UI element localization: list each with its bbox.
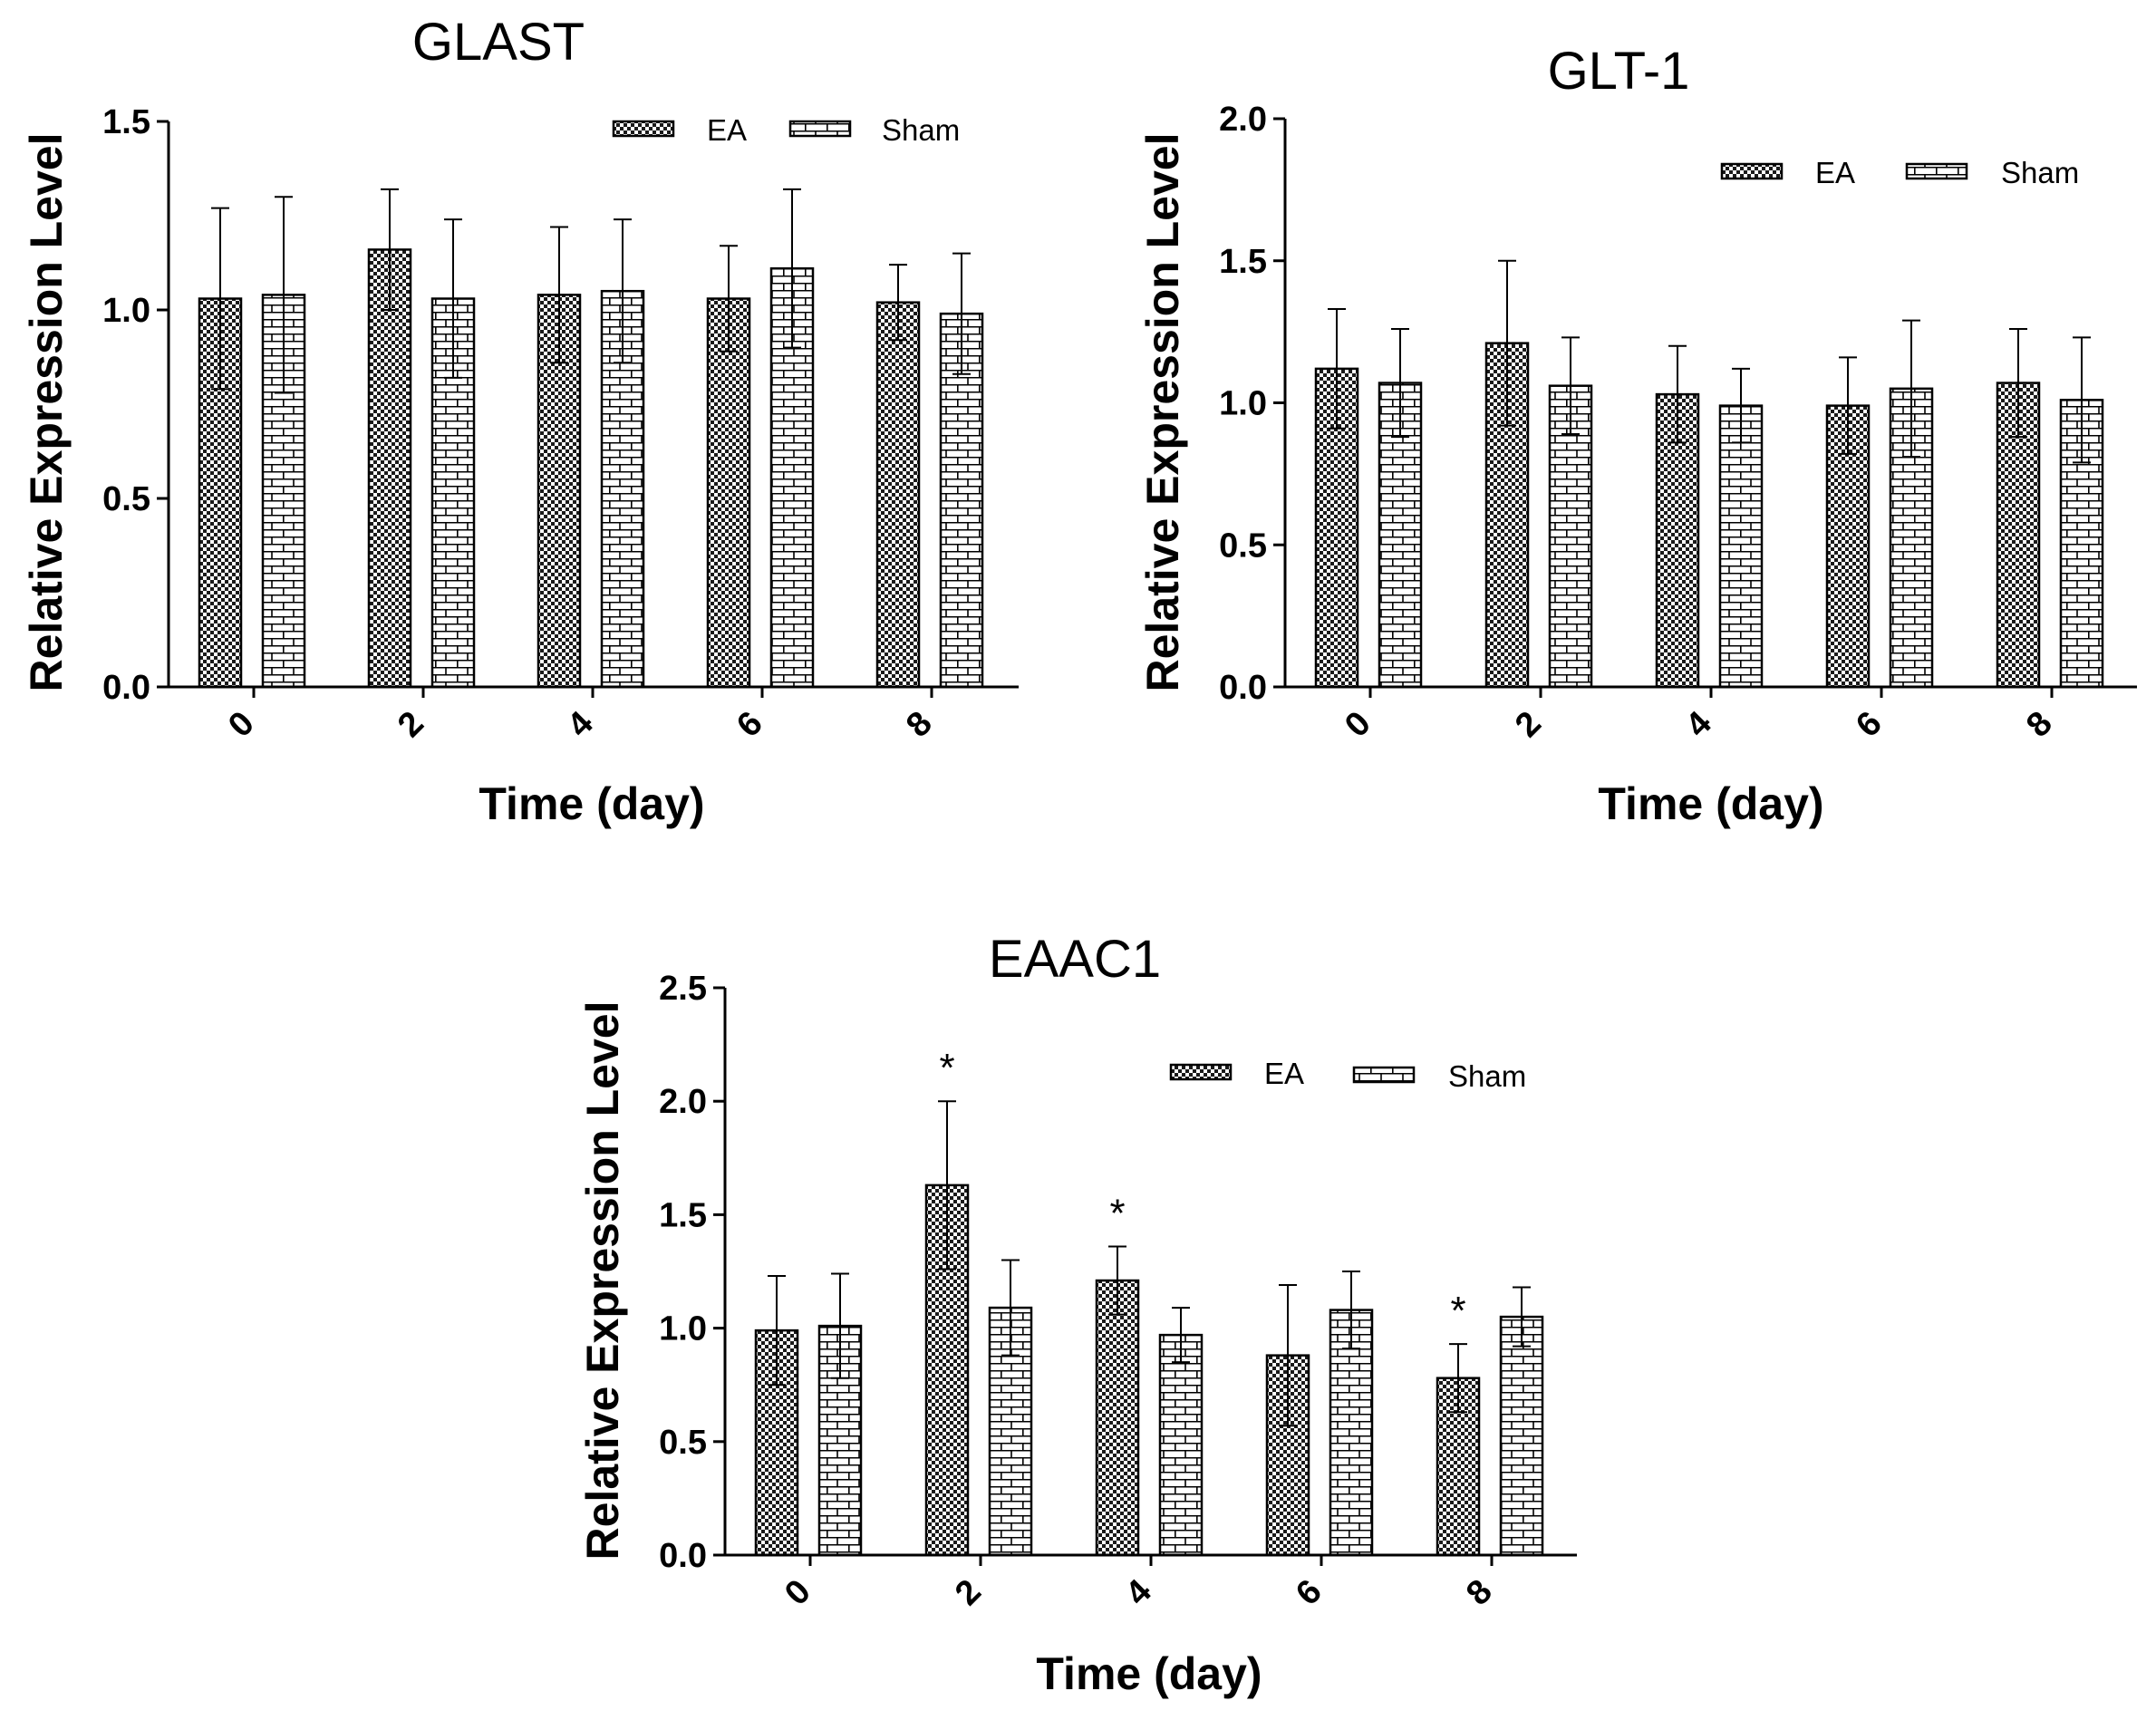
y-tick-label: 0.5 [1219, 527, 1267, 565]
bars [198, 248, 984, 689]
error-bars [211, 188, 971, 394]
y-tick-label: 0.0 [102, 669, 150, 707]
x-tick-label: 6 [730, 704, 770, 745]
legend-swatch-ea [612, 120, 675, 138]
bars [754, 1184, 1544, 1557]
chart-glast: GLAST Relative Expression Level Time (da… [21, 13, 1019, 829]
y-tick-label: 1.5 [659, 1196, 707, 1234]
legend-label-sham: Sham [1448, 1059, 1526, 1093]
x-tick-label: 2 [948, 1572, 989, 1613]
legend-swatch-ea [1720, 162, 1784, 180]
legend: EA Sham [1169, 1057, 1526, 1093]
significance-marks: * * * [939, 1046, 1465, 1333]
bar-sham-day-4 [600, 289, 645, 689]
y-ticks: 0.0 0.5 1.0 1.5 [102, 103, 169, 707]
bar-ea-day-4 [1095, 1279, 1140, 1557]
legend-swatch-sham [1905, 162, 1968, 180]
x-tick-label: 0 [221, 704, 262, 745]
legend-swatch-sham [788, 120, 852, 138]
error-bars [768, 1100, 1531, 1427]
y-tick-label: 1.0 [659, 1310, 707, 1348]
chart-title: GLT-1 [1548, 42, 1690, 101]
y-axis-label: Relative Expression Level [21, 133, 72, 692]
y-tick-label: 1.0 [1219, 385, 1267, 423]
y-tick-label: 0.5 [102, 480, 150, 518]
x-ticks: 0 2 4 6 8 [221, 687, 940, 745]
y-ticks: 0.0 0.5 1.0 1.5 2.0 [1219, 101, 1285, 707]
y-tick-label: 2.0 [659, 1083, 707, 1121]
x-tick-label: 6 [1849, 704, 1890, 745]
bar-sham-day-4 [1718, 404, 1764, 689]
x-tick-label: 2 [391, 704, 431, 745]
chart-glt1: GLT-1 Relative Expression Level Time (da… [1137, 42, 2137, 829]
y-axis-label: Relative Expression Level [577, 1001, 628, 1561]
y-tick-label: 1.5 [102, 103, 150, 141]
x-tick-label: 8 [2019, 704, 2060, 745]
legend-label-ea: EA [1264, 1057, 1304, 1090]
chart-title: GLAST [412, 13, 585, 72]
y-tick-label: 0.0 [1219, 669, 1267, 707]
y-tick-label: 0.0 [659, 1537, 707, 1575]
x-ticks: 0 2 4 6 8 [778, 1555, 1500, 1613]
legend-label-ea: EA [1815, 156, 1855, 189]
legend-swatch-sham [1352, 1066, 1416, 1084]
legend: EA Sham [1720, 156, 2079, 189]
x-axis-label: Time (day) [1598, 778, 1823, 829]
y-tick-label: 0.5 [659, 1424, 707, 1462]
bar-ea-day-6 [706, 297, 751, 689]
y-tick-label: 1.0 [102, 292, 150, 330]
bar-ea-day-8 [875, 301, 921, 689]
x-axis-label: Time (day) [479, 778, 704, 829]
significance-asterisk: * [939, 1046, 954, 1090]
y-tick-label: 1.5 [1219, 243, 1267, 281]
y-tick-label: 2.5 [659, 970, 707, 1008]
x-tick-label: 8 [1459, 1572, 1500, 1613]
legend-label-sham: Sham [2001, 156, 2079, 189]
y-axis-label: Relative Expression Level [1137, 133, 1188, 692]
x-ticks: 0 2 4 6 8 [1338, 687, 2060, 745]
error-bars [1328, 259, 2091, 464]
x-tick-label: 4 [1118, 1572, 1159, 1613]
chart-eaac1: EAAC1 Relative Expression Level Time (da… [577, 930, 1577, 1699]
bar-ea-day-2 [367, 248, 412, 689]
y-tick-label: 2.0 [1219, 101, 1267, 139]
bar-sham-day-4 [1158, 1333, 1204, 1557]
x-axis-label: Time (day) [1036, 1648, 1262, 1699]
legend: EA Sham [612, 113, 960, 147]
bar-sham-day-8 [1499, 1315, 1544, 1557]
significance-asterisk: * [1450, 1289, 1465, 1333]
bars [1314, 342, 2104, 689]
chart-title: EAAC1 [989, 930, 1161, 989]
x-tick-label: 4 [1678, 704, 1719, 745]
y-ticks: 0.0 0.5 1.0 1.5 2.0 2.5 [659, 970, 725, 1575]
x-tick-label: 0 [778, 1572, 818, 1613]
legend-swatch-ea [1169, 1063, 1233, 1081]
legend-label-ea: EA [707, 113, 747, 147]
bar-sham-day-8 [939, 312, 984, 689]
x-tick-label: 0 [1338, 704, 1378, 745]
x-tick-label: 2 [1508, 704, 1549, 745]
x-tick-label: 4 [560, 704, 601, 745]
x-tick-label: 6 [1289, 1572, 1329, 1613]
legend-label-sham: Sham [882, 113, 960, 147]
significance-asterisk: * [1109, 1191, 1125, 1235]
x-tick-label: 8 [899, 704, 940, 745]
